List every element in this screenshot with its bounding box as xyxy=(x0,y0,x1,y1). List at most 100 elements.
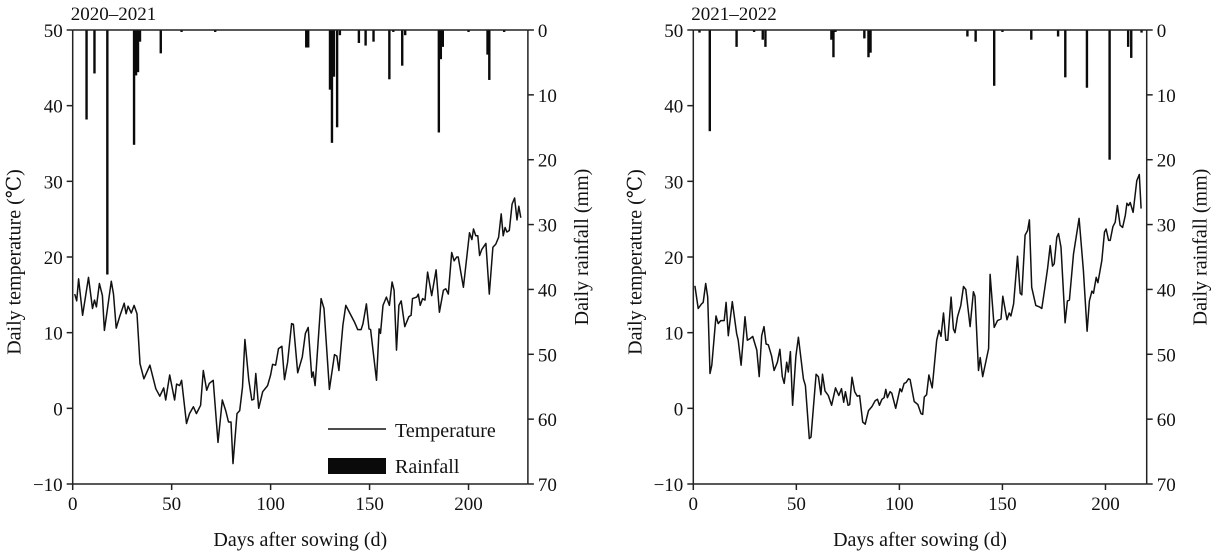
y-tick-label: 0 xyxy=(674,399,684,420)
rainfall-bar xyxy=(708,30,711,132)
legend-rainfall-label: Rainfall xyxy=(395,456,460,478)
y2-tick-label: 60 xyxy=(538,410,557,431)
y2-tick-label: 10 xyxy=(538,86,557,107)
rainfall-bar xyxy=(1056,30,1060,37)
x-tick-label: 150 xyxy=(988,494,1017,515)
y2-tick-label: 30 xyxy=(538,216,557,237)
x-tick-label: 200 xyxy=(454,494,483,515)
x-axis-title: Days after sowing (d) xyxy=(213,529,387,551)
y-tick-label: 30 xyxy=(664,172,683,193)
x-tick-label: 50 xyxy=(162,494,181,515)
x-tick-label: 50 xyxy=(787,494,806,515)
y-tick-label: −10 xyxy=(33,475,63,496)
rainfall-bar xyxy=(328,30,332,90)
rainfall-bar xyxy=(1108,30,1111,160)
y-tick-label: 20 xyxy=(664,248,683,269)
legend-temperature-label: Temperature xyxy=(395,420,496,442)
y2-tick-label: 40 xyxy=(538,280,557,301)
rainfall-bar xyxy=(966,30,969,37)
y-tick-label: −10 xyxy=(654,475,684,496)
rainfall-bar xyxy=(834,30,837,32)
y2-tick-label: 50 xyxy=(538,345,557,366)
rainfall-bar xyxy=(1030,30,1033,40)
y2-tick-label: 30 xyxy=(1157,216,1176,237)
rainfall-bar xyxy=(138,30,142,42)
rainfall-bar xyxy=(307,30,310,48)
x-tick-label: 0 xyxy=(689,494,699,515)
rainfall-bar xyxy=(136,30,140,73)
y2-tick-label: 40 xyxy=(1157,280,1176,301)
y-tick-label: 50 xyxy=(44,21,63,42)
y2-tick-label: 70 xyxy=(1157,475,1176,496)
rainfall-bar xyxy=(752,30,756,32)
rainfall-bar xyxy=(1085,30,1089,88)
y-tick-label: 10 xyxy=(664,324,683,345)
rainfall-bar xyxy=(401,30,404,66)
rainfall-bar xyxy=(335,30,339,128)
panel-title: 2020–2021 xyxy=(71,4,157,25)
y2-tick-label: 50 xyxy=(1157,345,1176,366)
rainfall-bar xyxy=(403,30,407,36)
y2-axis-title: Daily rainfall (mm) xyxy=(571,169,593,326)
x-tick-label: 100 xyxy=(885,494,914,515)
rainfall-bar xyxy=(830,30,833,40)
y2-tick-label: 60 xyxy=(1157,410,1176,431)
y-tick-label: 10 xyxy=(44,324,63,345)
rainfall-bar xyxy=(213,30,217,32)
rainfall-bar xyxy=(698,30,701,33)
x-tick-label: 100 xyxy=(256,494,285,515)
y-tick-label: 20 xyxy=(44,248,63,269)
y2-tick-label: 0 xyxy=(1157,21,1167,42)
y2-tick-label: 20 xyxy=(538,151,557,172)
y-tick-label: 50 xyxy=(664,21,683,42)
x-axis-title: Days after sowing (d) xyxy=(833,529,1007,551)
rainfall-bar xyxy=(437,30,441,133)
rainfall-bar xyxy=(93,30,96,74)
rainfall-bar xyxy=(1140,30,1143,33)
rainfall-bar xyxy=(486,30,489,55)
rainfall-bar xyxy=(364,30,367,46)
rainfall-bar xyxy=(132,30,136,145)
legend: Temperature Rainfall xyxy=(328,420,496,478)
rainfall-bar xyxy=(974,30,977,42)
rainfall-bar xyxy=(159,30,162,54)
legend-rainfall-swatch xyxy=(328,458,386,474)
y-tick-label: 30 xyxy=(44,172,63,193)
rainfall-bar xyxy=(863,30,866,39)
rainfall-bar xyxy=(134,30,138,76)
y-axis-title: Daily temperature (℃) xyxy=(4,169,26,355)
rainfall-bar xyxy=(305,30,308,48)
panel-title: 2021–2022 xyxy=(691,4,777,25)
x-tick-label: 0 xyxy=(68,494,78,515)
rainfall-bar xyxy=(392,30,395,32)
x-tick-label: 150 xyxy=(355,494,384,515)
temperature-line xyxy=(694,173,1142,440)
y-axis-title: Daily temperature (℃) xyxy=(624,169,646,355)
y2-tick-label: 70 xyxy=(538,475,557,496)
rainfall-bar xyxy=(372,30,375,42)
rainfall-bar xyxy=(441,30,444,47)
rainfall-bar xyxy=(761,30,764,40)
rainfall-bar xyxy=(735,30,738,47)
rainfall-bar xyxy=(357,30,361,43)
x-tick-label: 200 xyxy=(1091,494,1120,515)
rainfall-bar xyxy=(330,30,334,143)
rainfall-bar xyxy=(85,30,88,120)
y-tick-label: 40 xyxy=(664,97,683,118)
temperature-line xyxy=(73,197,522,465)
rainfall-bar xyxy=(502,30,506,32)
y2-tick-label: 0 xyxy=(538,21,548,42)
rainfall-bar xyxy=(388,30,391,80)
y-tick-label: 40 xyxy=(44,97,63,118)
rainfall-bar xyxy=(338,30,342,36)
rainfall-bar xyxy=(439,30,443,60)
rainfall-bar xyxy=(992,30,996,86)
y2-tick-label: 10 xyxy=(1157,86,1176,107)
y-tick-label: 0 xyxy=(53,399,63,420)
rainfall-bar xyxy=(867,30,870,58)
y2-axis-title: Daily rainfall (mm) xyxy=(1190,169,1212,326)
rainfall-bar xyxy=(1064,30,1067,78)
